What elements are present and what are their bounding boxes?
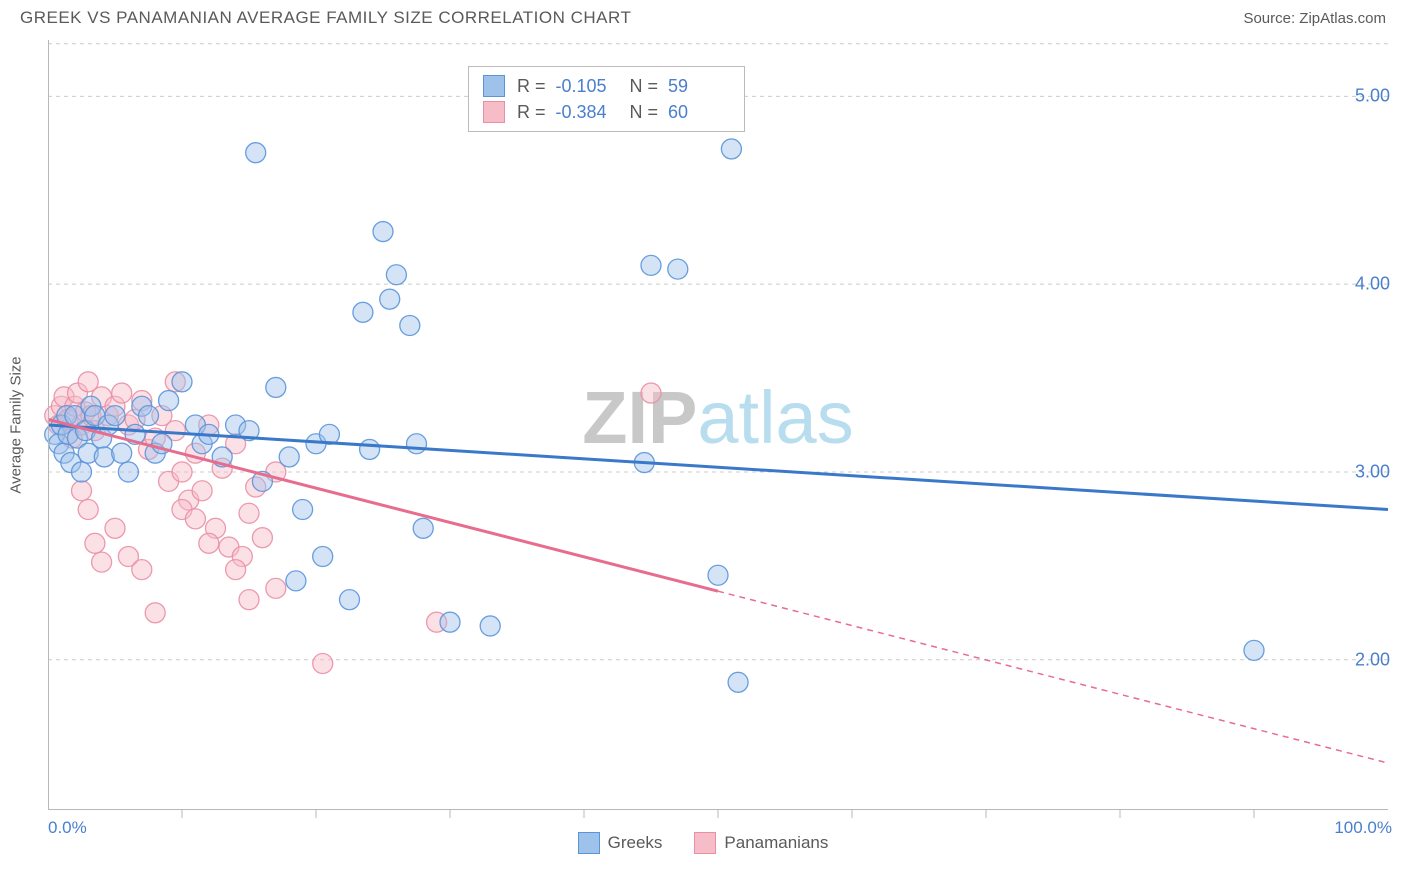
legend-r-value-greeks: -0.105 bbox=[556, 76, 618, 97]
y-tick-label: 5.00 bbox=[1355, 86, 1390, 107]
swatch-panamanians bbox=[694, 832, 716, 854]
source-attribution: Source: ZipAtlas.com bbox=[1243, 10, 1386, 27]
y-tick-label: 4.00 bbox=[1355, 274, 1390, 295]
scatter-chart-svg: ZIPatlas bbox=[48, 40, 1388, 810]
y-tick-label: 3.00 bbox=[1355, 461, 1390, 482]
plot-area: Average Family Size ZIPatlas 2.003.004.0… bbox=[48, 40, 1388, 810]
legend-n-value-panamanians: 60 bbox=[668, 102, 730, 123]
legend-r-label: R = bbox=[517, 76, 546, 97]
chart-title: GREEK VS PANAMANIAN AVERAGE FAMILY SIZE … bbox=[20, 8, 631, 28]
svg-text:ZIPatlas: ZIPatlas bbox=[582, 376, 853, 459]
y-tick-label: 2.00 bbox=[1355, 649, 1390, 670]
swatch-greeks bbox=[483, 75, 505, 97]
series-legend: Greeks Panamanians bbox=[0, 832, 1406, 854]
legend-r-value-panamanians: -0.384 bbox=[556, 102, 618, 123]
series-legend-panamanians: Panamanians bbox=[694, 832, 828, 854]
legend-r-label: R = bbox=[517, 102, 546, 123]
swatch-greeks bbox=[578, 832, 600, 854]
swatch-panamanians bbox=[483, 101, 505, 123]
legend-row-panamanians: R = -0.384 N = 60 bbox=[483, 99, 730, 125]
legend-n-label: N = bbox=[630, 102, 659, 123]
legend-n-label: N = bbox=[630, 76, 659, 97]
series-name-panamanians: Panamanians bbox=[724, 833, 828, 853]
series-legend-greeks: Greeks bbox=[578, 832, 663, 854]
legend-n-value-greeks: 59 bbox=[668, 76, 730, 97]
series-name-greeks: Greeks bbox=[608, 833, 663, 853]
correlation-legend: R = -0.105 N = 59 R = -0.384 N = 60 bbox=[468, 66, 745, 132]
legend-row-greeks: R = -0.105 N = 59 bbox=[483, 73, 730, 99]
y-axis-label: Average Family Size bbox=[8, 356, 25, 493]
